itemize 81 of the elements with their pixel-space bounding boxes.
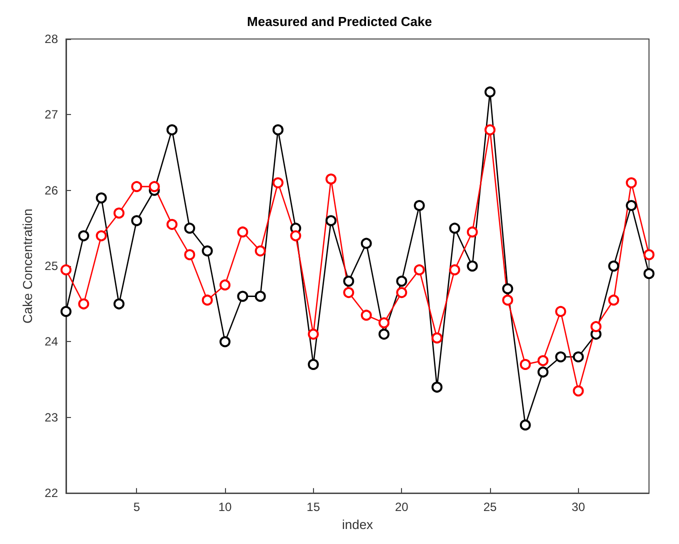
point: [608, 260, 620, 272]
y-tick-label: 27: [44, 108, 58, 122]
point: [114, 208, 124, 219]
x-axis-title: index: [342, 517, 374, 532]
point: [254, 290, 266, 302]
point: [538, 355, 548, 366]
point: [272, 177, 284, 188]
point: [484, 86, 496, 98]
y-axis-title: Cake Concentration: [20, 208, 35, 324]
point: [572, 351, 584, 362]
point: [148, 181, 160, 192]
point: [378, 328, 390, 340]
point: [449, 222, 460, 234]
point: [432, 332, 442, 344]
y-tick-label: 22: [44, 486, 58, 500]
y-tick-label: 26: [44, 183, 58, 198]
point: [166, 218, 178, 230]
point: [360, 238, 372, 249]
point: [538, 366, 548, 378]
point: [326, 215, 336, 226]
point: [520, 419, 531, 430]
point: [60, 306, 72, 317]
point: [237, 226, 248, 238]
point: [166, 124, 178, 136]
x-tick-label: 15: [306, 500, 320, 514]
point: [396, 287, 408, 298]
point: [644, 249, 654, 260]
x-tick-label: 10: [218, 500, 232, 514]
point: [254, 245, 266, 256]
point: [78, 298, 90, 310]
x-tick-label: 25: [483, 500, 497, 514]
x-tick-label: 5: [133, 500, 140, 514]
point: [184, 249, 196, 260]
point: [644, 268, 654, 280]
point: [378, 317, 390, 328]
point: [466, 260, 478, 272]
point: [326, 174, 336, 185]
point: [414, 264, 425, 276]
y-tick-label: 23: [44, 410, 58, 424]
y-tick-label: 28: [44, 32, 58, 46]
point: [449, 264, 460, 276]
point: [590, 321, 602, 332]
point: [432, 382, 442, 393]
point: [237, 290, 248, 302]
point: [202, 294, 213, 306]
point: [343, 276, 354, 287]
point: [626, 200, 637, 211]
point: [484, 124, 496, 136]
point: [414, 200, 425, 211]
point: [572, 385, 584, 396]
point: [608, 294, 620, 306]
y-tick-label: 24: [44, 334, 58, 349]
point: [555, 351, 566, 362]
point: [502, 283, 514, 294]
x-tick-label: 20: [394, 500, 409, 514]
point: [360, 310, 372, 321]
point: [96, 192, 107, 204]
point: [202, 245, 213, 256]
y-tick-label: 25: [44, 259, 58, 274]
point: [114, 298, 124, 310]
point: [308, 328, 319, 340]
point: [184, 222, 196, 234]
chart-title: Measured and Predicted Cake: [247, 14, 432, 29]
point: [308, 358, 319, 370]
point: [396, 276, 408, 287]
point: [220, 336, 230, 348]
point: [220, 279, 230, 290]
point: [502, 294, 514, 306]
point: [555, 306, 566, 317]
point: [272, 124, 284, 136]
point: [520, 358, 531, 370]
point: [60, 264, 72, 276]
point: [466, 226, 478, 238]
point: [131, 181, 142, 192]
point: [96, 230, 107, 242]
point: [290, 230, 302, 242]
point: [78, 230, 90, 242]
point: [626, 177, 637, 188]
x-tick-label: 30: [572, 500, 586, 514]
point: [343, 287, 354, 298]
point: [131, 215, 142, 226]
